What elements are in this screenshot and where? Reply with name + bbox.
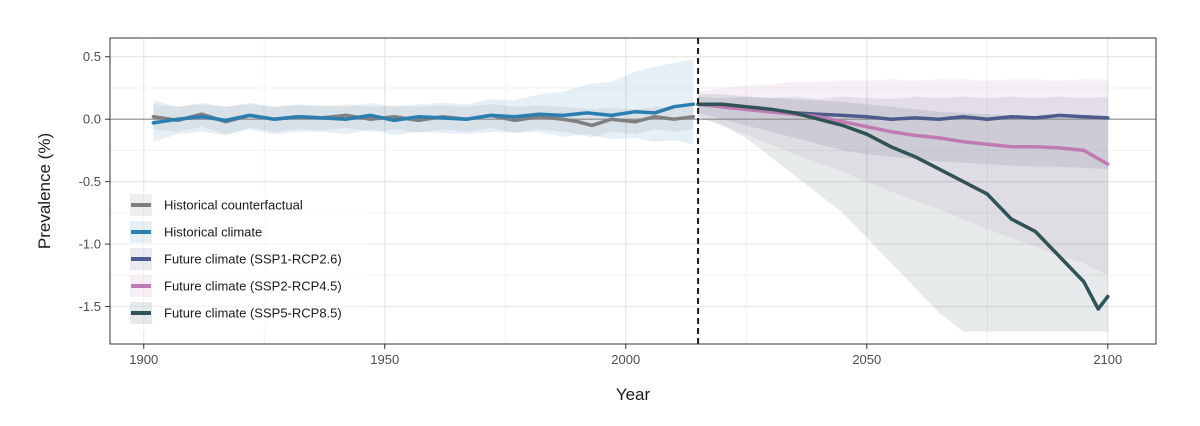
y-tick-label: 0.5	[83, 49, 101, 64]
x-tick-label: 1900	[129, 352, 158, 367]
x-axis-ticks: 1900 1950 2000 2050 2100	[129, 344, 1122, 367]
confidence-band	[698, 94, 1108, 332]
series-line	[696, 102, 1110, 311]
legend-label: Historical counterfactual	[164, 198, 303, 213]
legend: Historical counterfactual Historical clim…	[128, 192, 368, 331]
series-line	[151, 102, 696, 125]
confidence-band	[698, 79, 1108, 276]
y-tick-label: 0.0	[83, 112, 101, 127]
x-axis-title: Year	[616, 385, 651, 404]
confidence-bands	[153, 59, 1108, 332]
y-tick-label: -1.0	[79, 237, 101, 252]
y-tick-label: -1.5	[79, 299, 101, 314]
x-tick-label: 2000	[611, 352, 640, 367]
y-axis-title: Prevalence (%)	[35, 133, 54, 249]
legend-label: Future climate (SSP2-RCP4.5)	[164, 279, 342, 294]
panel-border	[109, 37, 1157, 345]
x-tick-label: 1950	[370, 352, 399, 367]
legend-label: Historical climate	[164, 225, 262, 240]
legend-label: Future climate (SSP5-RCP8.5)	[164, 306, 342, 321]
legend-label: Future climate (SSP1-RCP2.6)	[164, 252, 342, 267]
series-line	[696, 102, 1110, 166]
confidence-band	[153, 59, 694, 145]
x-tick-label: 2100	[1093, 352, 1122, 367]
y-axis-ticks: 0.5 0.0 -0.5 -1.0 -1.5	[79, 49, 110, 314]
y-tick-label: -0.5	[79, 174, 101, 189]
legend-background	[128, 192, 368, 331]
series-lines	[151, 102, 1110, 311]
x-tick-label: 2050	[852, 352, 881, 367]
